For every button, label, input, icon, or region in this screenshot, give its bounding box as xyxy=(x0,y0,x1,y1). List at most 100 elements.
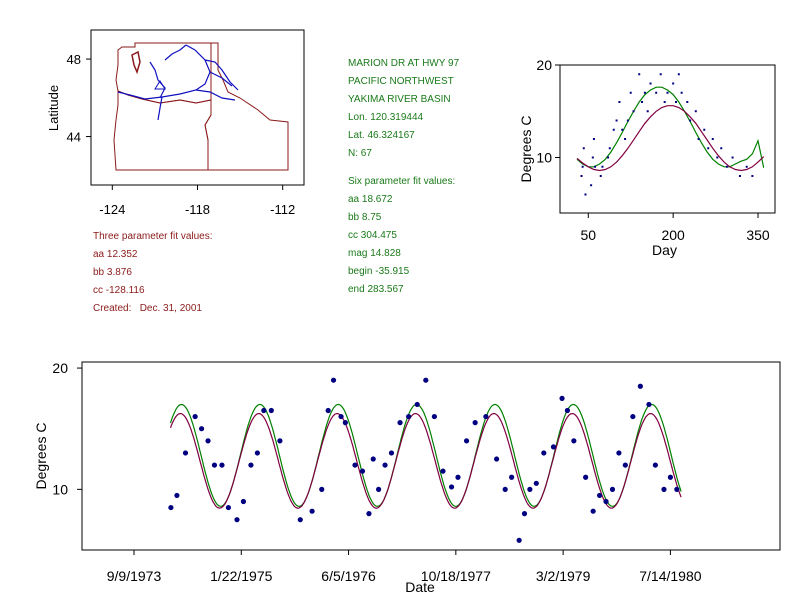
seasonal-point xyxy=(641,101,644,103)
seasonal-point xyxy=(720,147,723,150)
puget-sound xyxy=(131,50,141,75)
timeseries-point xyxy=(646,401,652,408)
seasonal-chart: 50 200 350 10 20 Day Degrees C xyxy=(518,57,776,258)
six-param-aa: aa 18.672 xyxy=(348,194,393,205)
timeseries-point xyxy=(370,456,376,462)
river-tributary-4 xyxy=(204,59,239,91)
three-param-block: Three parameter fit values: aa 12.352 bb… xyxy=(93,228,213,318)
seasonal-point xyxy=(607,156,610,159)
seasonal-point xyxy=(594,165,597,168)
river-yakima xyxy=(149,61,166,99)
seasonal-point xyxy=(686,101,689,103)
seasonal-point xyxy=(581,165,584,168)
seasonal-point xyxy=(580,175,583,177)
seasonal-point xyxy=(659,73,662,76)
seasonal-point xyxy=(629,91,632,94)
timeseries-point xyxy=(630,413,636,420)
seasonal-point xyxy=(618,101,621,103)
seasonal-point xyxy=(624,138,627,140)
timeseries-point xyxy=(225,504,232,511)
timeseries-point xyxy=(382,462,388,468)
seasonal-xlabel: Day xyxy=(652,242,677,258)
seasonal-point xyxy=(638,73,641,76)
border-idaho xyxy=(204,42,289,171)
timeseries-point xyxy=(319,486,325,492)
timeseries-plot-frame xyxy=(81,361,781,551)
timeseries-point xyxy=(397,420,403,426)
seasonal-point xyxy=(703,128,706,131)
timeseries-point xyxy=(494,456,500,462)
timeseries-point xyxy=(406,413,412,420)
timeseries-point xyxy=(463,438,470,444)
map-xtick-label: -112 xyxy=(270,202,295,217)
timeseries-point xyxy=(527,486,533,492)
seasonal-point xyxy=(582,147,585,150)
river-snake xyxy=(195,89,236,101)
seasonal-point xyxy=(680,91,683,94)
timeseries-point xyxy=(325,407,331,414)
seasonal-point xyxy=(707,147,710,150)
seasonal-point xyxy=(738,175,741,177)
timeseries-point xyxy=(483,413,489,420)
timeseries-point xyxy=(174,492,180,499)
seasonal-point xyxy=(663,101,666,103)
timeseries-xtick-label: 3/2/1979 xyxy=(536,568,591,584)
map-ytick-label: 48 xyxy=(67,52,81,67)
timeseries-point xyxy=(533,480,539,486)
timeseries-point xyxy=(661,486,667,492)
timeseries-point xyxy=(622,462,628,468)
seasonal-point xyxy=(590,184,593,187)
timeseries-point xyxy=(359,468,366,474)
seasonal-point xyxy=(694,110,697,113)
timeseries-point xyxy=(234,517,240,523)
three-param-created: Created: Dec. 31, 2001 xyxy=(93,303,202,314)
timeseries-point xyxy=(375,486,382,492)
six-param-block: Six parameter fit values: aa 18.672 bb 8… xyxy=(348,173,455,299)
river-tributary-3 xyxy=(164,44,187,61)
seasonal-plot-frame xyxy=(559,64,776,214)
timeseries-point xyxy=(521,511,528,517)
timeseries-xtick-label: 9/9/1973 xyxy=(107,568,162,584)
timeseries-point xyxy=(455,474,461,480)
seasonal-point xyxy=(608,147,611,150)
timeseries-xtick-label: 7/14/1980 xyxy=(639,568,701,584)
timeseries-point xyxy=(309,508,315,514)
map-ytick-label: 44 xyxy=(67,130,81,145)
timeseries-point xyxy=(240,498,247,505)
seasonal-ylabel: Degrees C xyxy=(518,116,534,183)
six-param-bb: bb 8.75 xyxy=(348,212,382,223)
seasonal-point xyxy=(725,165,728,168)
seasonal-point xyxy=(677,73,680,76)
seasonal-point xyxy=(592,138,595,140)
map-axes: -124 -118 -112 48 44 xyxy=(67,52,296,217)
timeseries-point xyxy=(541,450,547,456)
station-n: N: 67 xyxy=(348,148,372,159)
station-info: MARION DR AT HWY 97 PACIFIC NORTHWEST YA… xyxy=(348,55,459,163)
timeseries-point xyxy=(596,492,603,499)
seasonal-point xyxy=(626,119,629,122)
timeseries-point xyxy=(182,450,189,456)
timeseries-point xyxy=(342,420,348,426)
timeseries-point xyxy=(168,504,174,511)
seasonal-point xyxy=(591,156,594,159)
seasonal-point xyxy=(646,110,649,113)
timeseries-point xyxy=(583,474,589,480)
seasonal-point xyxy=(621,128,624,131)
six-param-mag: mag 14.828 xyxy=(348,248,401,259)
seasonal-point xyxy=(643,91,646,94)
timeseries-point xyxy=(564,407,571,414)
map-xtick-label: -118 xyxy=(185,202,210,217)
timeseries-point xyxy=(652,462,658,468)
three-param-cc: cc -128.116 xyxy=(93,285,145,296)
seasonal-xtick-label: 350 xyxy=(746,227,770,243)
map-xtick-label: -124 xyxy=(99,202,125,217)
station-lon: Lon. 120.319444 xyxy=(348,112,424,123)
timeseries-ytick-label: 20 xyxy=(52,360,68,376)
six-param-heading: Six parameter fit values: xyxy=(348,176,456,187)
timeseries-point xyxy=(254,450,260,456)
timeseries-point xyxy=(261,407,267,414)
three-param-bb: bb 3.876 xyxy=(93,267,132,278)
timeseries-point xyxy=(219,462,225,468)
six-param-cc: cc 304.475 xyxy=(348,230,397,241)
river-tributary-1 xyxy=(209,71,233,87)
